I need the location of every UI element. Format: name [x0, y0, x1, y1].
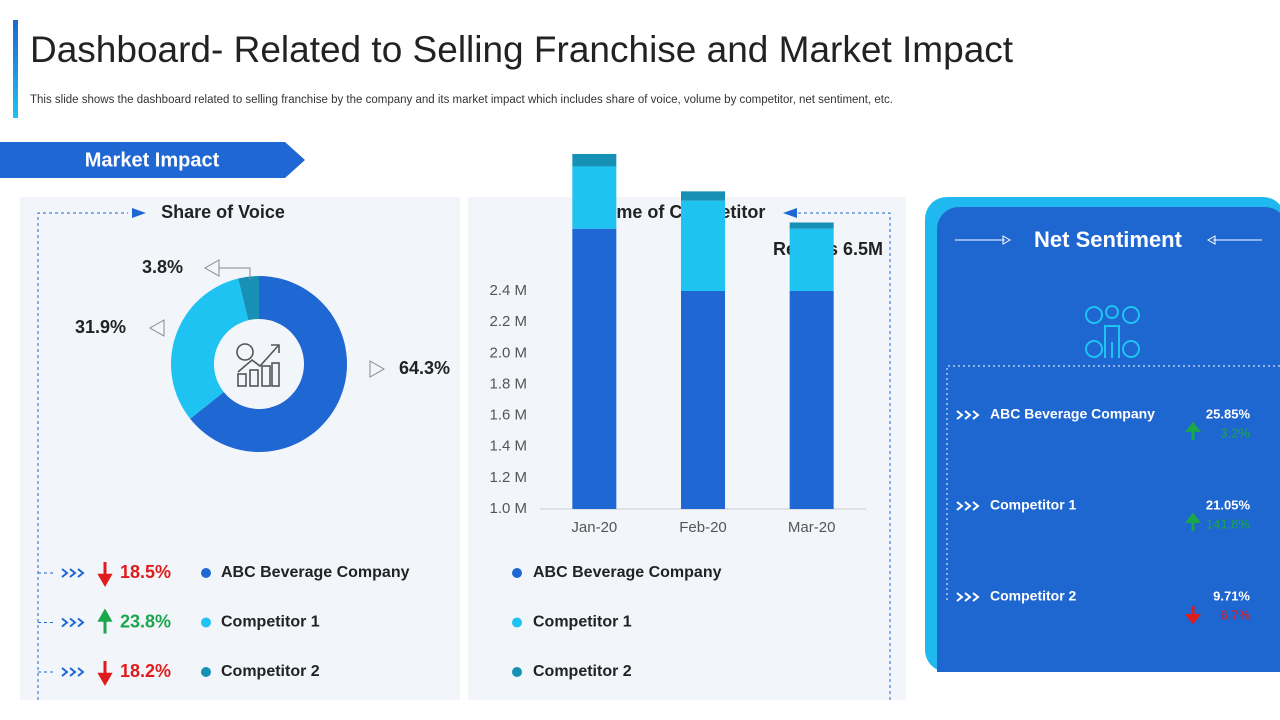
y-tick-label: 1.2 M: [489, 469, 527, 486]
trend-arrow: [1184, 606, 1202, 625]
bar-segment: [681, 291, 725, 509]
bar-segment: [789, 222, 834, 229]
bar-segment: [572, 153, 617, 167]
bar-segment: [572, 166, 617, 229]
trend-arrow: [97, 608, 113, 634]
y-tick-label: 2.2 M: [489, 313, 527, 330]
legend-label: Competitor 1: [533, 614, 632, 631]
decor-arrow: [1002, 235, 1216, 245]
change-label: 23.8%: [120, 611, 171, 631]
chart-title: Share of Voice: [161, 202, 285, 222]
chevrons: [61, 667, 85, 677]
trend-arrow: [1184, 421, 1202, 440]
row-change: 3.2%: [1220, 425, 1250, 440]
legend-dot: [512, 617, 522, 628]
row-change: 141.8%: [1206, 516, 1251, 531]
change-label: 18.5%: [120, 562, 171, 582]
title-accent: [13, 20, 18, 118]
change-label: 18.2%: [120, 661, 171, 681]
bar-segment: [572, 228, 617, 509]
x-tick-label: Jan-20: [571, 519, 617, 536]
frame-line: [37, 212, 128, 700]
legend-dot: [201, 667, 211, 677]
y-tick-label: 1.0 M: [489, 500, 527, 517]
page-title: Dashboard- Related to Selling Franchise …: [30, 29, 1014, 70]
frame-arrow: [783, 208, 797, 218]
pointer: [369, 360, 386, 378]
frame-line: [946, 365, 1280, 600]
y-tick-label: 1.6 M: [489, 407, 527, 424]
donut-slice: [190, 276, 348, 453]
legend-label: ABC Beverage Company: [533, 564, 722, 581]
x-tick-label: Feb-20: [679, 519, 727, 536]
row-share: 9.71%: [1213, 588, 1250, 603]
legend-label: Competitor 2: [221, 663, 320, 680]
donut-slice: [171, 278, 249, 419]
sentiment-panel: [937, 207, 1280, 672]
row-change: 6.7%: [1220, 607, 1250, 622]
y-tick-label: 2.0 M: [489, 344, 527, 361]
row-name: Competitor 1: [990, 497, 1077, 513]
center-icon: [236, 343, 280, 387]
section-banner: [0, 142, 305, 178]
data-label: 3.8%: [142, 257, 183, 277]
data-label: 64.3%: [399, 358, 450, 378]
bar-segment: [789, 228, 834, 291]
bar-segment: [789, 291, 834, 509]
bar-segment: [681, 200, 725, 291]
pointer: [148, 319, 165, 337]
row-share: 21.05%: [1206, 497, 1251, 512]
legend-dot: [201, 617, 211, 628]
people-icon: [1085, 305, 1140, 358]
trend-arrow: [1184, 512, 1202, 531]
row-name: Competitor 2: [990, 588, 1077, 604]
donut-slice: [238, 276, 259, 321]
frame-line: [798, 212, 891, 700]
page-subtitle: This slide shows the dashboard related t…: [30, 94, 893, 106]
sentiment-panel: [937, 640, 1280, 672]
legend-label: Competitor 2: [533, 663, 632, 680]
bar-segment: [681, 191, 725, 201]
chevrons: [956, 410, 980, 420]
legend-dot: [512, 667, 522, 677]
legend-label: ABC Beverage Company: [221, 564, 410, 581]
data-label: 31.9%: [75, 317, 126, 337]
legend-label: Competitor 1: [221, 614, 320, 631]
row-name: ABC Beverage Company: [990, 406, 1155, 422]
legend-dot: [512, 568, 522, 578]
y-tick-label: 1.8 M: [489, 375, 527, 392]
y-tick-label: 2.4 M: [489, 282, 527, 299]
trend-arrow: [97, 661, 113, 687]
chevrons: [61, 568, 85, 578]
sentiment-title: Net Sentiment: [1034, 227, 1183, 252]
trend-arrow: [97, 562, 113, 588]
y-tick-label: 1.4 M: [489, 438, 527, 455]
frame-arrow: [132, 208, 146, 218]
chevrons: [956, 592, 980, 602]
pointer-line: [219, 267, 251, 280]
section-title: Market Impact: [85, 149, 220, 171]
chevrons: [61, 617, 85, 628]
x-tick-label: Mar-20: [788, 519, 836, 536]
legend-dot: [201, 568, 211, 578]
row-share: 25.85%: [1206, 406, 1251, 421]
chevrons: [956, 501, 980, 511]
